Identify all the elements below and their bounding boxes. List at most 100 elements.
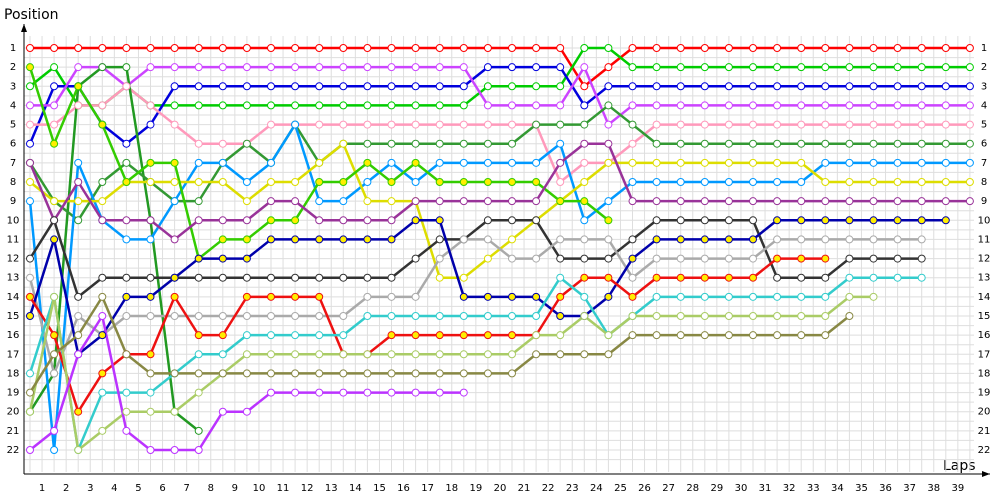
lap-marker [749, 197, 757, 206]
lap-marker [821, 178, 830, 186]
lap-marker [218, 63, 227, 72]
lap-marker [363, 235, 372, 244]
lap-marker [652, 197, 661, 206]
lap-marker [724, 82, 733, 91]
lap-marker [218, 350, 227, 359]
lap-marker [628, 82, 637, 91]
lap-marker [556, 139, 565, 148]
lap-marker [821, 197, 830, 206]
lap-marker [652, 273, 661, 282]
lap-marker [845, 158, 854, 167]
lap-marker [773, 273, 782, 282]
lap-marker [411, 369, 420, 378]
lap-marker [749, 312, 757, 320]
lap-marker [339, 101, 348, 110]
lap-marker [797, 216, 806, 225]
lap-marker [98, 273, 107, 282]
lap-marker [242, 139, 251, 148]
lap-marker [893, 178, 902, 186]
lap-marker [700, 292, 709, 301]
lap-marker [797, 312, 806, 320]
lap-marker [411, 216, 420, 225]
lap-marker [98, 216, 107, 225]
lap-marker [556, 254, 565, 263]
y-tick-label-right: 7 [981, 158, 987, 169]
lap-marker [749, 254, 757, 263]
lap-marker [411, 120, 420, 129]
x-tick-label: 15 [373, 483, 386, 494]
lap-marker [291, 101, 300, 110]
x-tick-label: 12 [301, 483, 314, 494]
lap-marker [845, 292, 854, 301]
lap-marker [797, 331, 806, 340]
lap-marker [724, 63, 733, 72]
lap-marker [339, 216, 348, 225]
lap-marker [315, 82, 324, 91]
lap-marker [821, 139, 830, 148]
lap-marker [941, 139, 950, 148]
lap-marker [170, 446, 179, 454]
lap-marker [556, 197, 565, 206]
x-tick-label: 29 [710, 483, 723, 494]
lap-marker [700, 216, 709, 225]
y-tick-label-right: 1 [981, 43, 987, 54]
lap-marker [580, 254, 589, 263]
x-tick-label: 32 [783, 483, 796, 494]
lap-marker [700, 82, 709, 91]
lap-marker [580, 216, 589, 225]
lap-marker [194, 273, 203, 282]
lap-marker [363, 197, 372, 206]
y-tick-label: 7 [10, 158, 16, 169]
lap-marker [604, 158, 613, 167]
lap-marker [291, 369, 300, 378]
lap-marker [363, 139, 372, 148]
y-tick-label: 2 [10, 62, 16, 73]
position-line [28, 295, 874, 452]
lap-marker [50, 426, 59, 435]
lap-marker [917, 139, 926, 148]
lap-marker [773, 178, 782, 186]
lap-marker [917, 254, 926, 263]
lap-marker [821, 331, 830, 340]
lap-marker [773, 254, 782, 263]
lap-marker [26, 82, 34, 91]
lap-marker [483, 101, 492, 110]
lap-marker [218, 273, 227, 282]
lap-marker [435, 369, 444, 378]
lap-marker [604, 44, 613, 52]
lap-marker [604, 82, 613, 91]
lap-marker [797, 63, 806, 72]
lap-marker [387, 331, 396, 340]
lap-marker [74, 312, 83, 320]
lap-marker [242, 63, 251, 72]
lap-marker [146, 120, 155, 129]
y-tick-label: 17 [7, 349, 20, 360]
lap-marker [242, 312, 251, 320]
lap-marker [315, 369, 324, 378]
lap-marker [218, 44, 227, 52]
lap-marker [218, 139, 227, 148]
lap-marker [941, 216, 950, 225]
lap-marker [821, 82, 830, 91]
lap-marker [170, 158, 179, 167]
lap-marker [50, 292, 59, 301]
lap-marker [797, 82, 806, 91]
lap-marker [700, 120, 709, 129]
x-tick-label: 24 [590, 483, 603, 494]
lap-marker [291, 63, 300, 72]
y-tick-label-right: 16 [978, 330, 991, 341]
position-line [28, 104, 970, 222]
lap-marker [459, 235, 468, 244]
lap-marker [869, 139, 878, 148]
x-axis-arrow [982, 471, 990, 477]
lap-marker [483, 44, 492, 52]
lap-marker [435, 273, 444, 282]
x-tick-label: 3 [87, 483, 93, 494]
lap-marker [917, 197, 926, 206]
lap-marker [459, 350, 468, 359]
lap-marker [508, 44, 516, 52]
lap-marker [532, 197, 541, 206]
lap-marker [628, 273, 637, 282]
lap-marker [532, 312, 541, 320]
lap-marker [532, 178, 541, 186]
